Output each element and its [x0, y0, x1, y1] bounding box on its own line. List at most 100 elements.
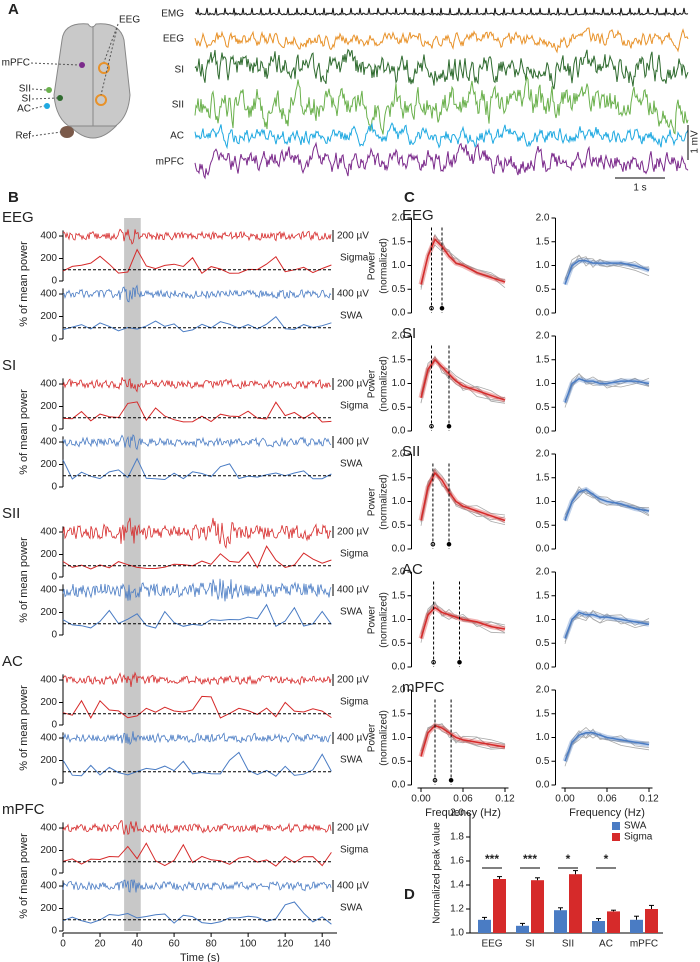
- dot: [430, 541, 436, 547]
- bar: [554, 910, 567, 933]
- y-tick-label: 0.0: [392, 662, 406, 673]
- y-tick-label: 200: [40, 459, 57, 470]
- y-tick-label: 1.0: [536, 732, 550, 743]
- dot: [446, 541, 452, 547]
- y-tick-label: 1.0: [392, 496, 406, 507]
- y-axis-label: % of mean power: [18, 833, 30, 919]
- y-axis-label: % of mean power: [18, 241, 30, 327]
- electrode: [79, 62, 85, 68]
- y-tick-label: 1.5: [392, 708, 406, 719]
- significance: ***: [523, 852, 537, 866]
- y-tick-label: 1.5: [536, 354, 550, 365]
- eeg-trace: [195, 7, 689, 17]
- bar: [531, 880, 544, 933]
- x-tick-label: 100: [240, 939, 257, 950]
- power-curve: [62, 603, 332, 629]
- y-tick-label: 1.5: [536, 590, 550, 601]
- y-tick-label: 1.5: [536, 236, 550, 247]
- raw-trace: [62, 879, 332, 893]
- power-curve: [62, 545, 332, 570]
- legend-swatch: [612, 833, 620, 841]
- x-axis-label: Frequency (Hz): [569, 807, 645, 819]
- y-tick-label: 2.0: [392, 685, 406, 696]
- raw-trace: [62, 671, 332, 687]
- mean-band: [562, 609, 650, 640]
- individual-spectrum: [420, 722, 506, 755]
- raw-trace: [62, 434, 332, 451]
- region-title: AC: [2, 653, 23, 670]
- mean-spectrum: [564, 732, 650, 762]
- region-title: mPFC: [2, 801, 45, 818]
- y-tick-label: 400: [40, 733, 57, 744]
- y-tick-label: 1.5: [392, 354, 406, 365]
- mean-band: [418, 722, 506, 758]
- raw-trace: [62, 284, 332, 303]
- y-tick-label: 200: [40, 253, 57, 264]
- y-tick-label: 2.0: [392, 567, 406, 578]
- trace-label: SII: [172, 100, 184, 111]
- panel-label: A: [8, 1, 19, 18]
- x-tick-label: EEG: [481, 939, 502, 950]
- y-tick-label: 0.5: [392, 756, 406, 767]
- y-axis-label: Power: [367, 605, 378, 634]
- y-axis-label: Power: [367, 487, 378, 516]
- panel-label: D: [404, 886, 415, 903]
- leader: [100, 23, 119, 96]
- y-tick-label: 0.5: [536, 284, 550, 295]
- individual-spectrum: [420, 601, 506, 643]
- scale-label: 1 s: [633, 183, 646, 194]
- power-curve: [62, 842, 332, 867]
- y-tick-label: 2.0: [536, 449, 550, 460]
- band-label: Sigma: [340, 696, 369, 707]
- band-label: Sigma: [340, 400, 369, 411]
- scale-label: 200 µV: [337, 675, 369, 686]
- power-curve: [62, 315, 332, 333]
- y-axis-label: % of mean power: [18, 537, 30, 623]
- raw-trace: [62, 578, 332, 602]
- leader: [31, 131, 62, 137]
- band-label: Sigma: [340, 252, 369, 263]
- trace-label: mPFC: [156, 157, 184, 168]
- y-tick-label: 400: [40, 289, 57, 300]
- region-title: AC: [402, 561, 423, 578]
- y-tick-label: 0.0: [392, 780, 406, 791]
- y-tick-label: 0.5: [536, 402, 550, 413]
- significance: *: [566, 852, 571, 866]
- dot: [448, 777, 454, 783]
- y-tick-label: 1.0: [536, 496, 550, 507]
- highlight: [124, 218, 141, 931]
- eeg-trace: [194, 141, 689, 180]
- trace-label: AC: [170, 131, 184, 142]
- y-tick-label: 400: [40, 675, 57, 686]
- region-title: SI: [402, 325, 416, 342]
- y-tick-label: 0.0: [536, 308, 550, 319]
- bar: [516, 925, 529, 933]
- electrode: [46, 87, 52, 93]
- brain-diagram: [30, 23, 131, 139]
- y-tick-label: 0.5: [392, 402, 406, 413]
- y-tick-label: 400: [40, 881, 57, 892]
- dot: [446, 423, 452, 429]
- power-curve: [62, 751, 332, 777]
- y-tick-label: 400: [40, 231, 57, 242]
- y-tick-label: 1.0: [392, 378, 406, 389]
- region-title: SII: [2, 505, 20, 522]
- x-axis-label: Frequency (Hz): [425, 807, 501, 819]
- x-tick-label: SII: [562, 939, 574, 950]
- y-tick-label: 1.0: [392, 260, 406, 271]
- band-label: SWA: [340, 902, 363, 913]
- y-tick-label: 2.0: [536, 331, 550, 342]
- individual-spectrum: [564, 254, 650, 280]
- scale-label: 400 µV: [337, 289, 369, 300]
- y-tick-label: 0.0: [536, 780, 550, 791]
- scale-label: 400 µV: [337, 585, 369, 596]
- power-curve: [62, 695, 332, 719]
- y-tick-label: 0.5: [392, 520, 406, 531]
- mean-spectrum: [564, 377, 650, 403]
- y-tick-label: 0: [51, 572, 57, 583]
- y-tick-label: 200: [40, 607, 57, 618]
- raw-trace: [62, 517, 332, 550]
- band-label: SWA: [340, 310, 363, 321]
- significance: ***: [485, 852, 499, 866]
